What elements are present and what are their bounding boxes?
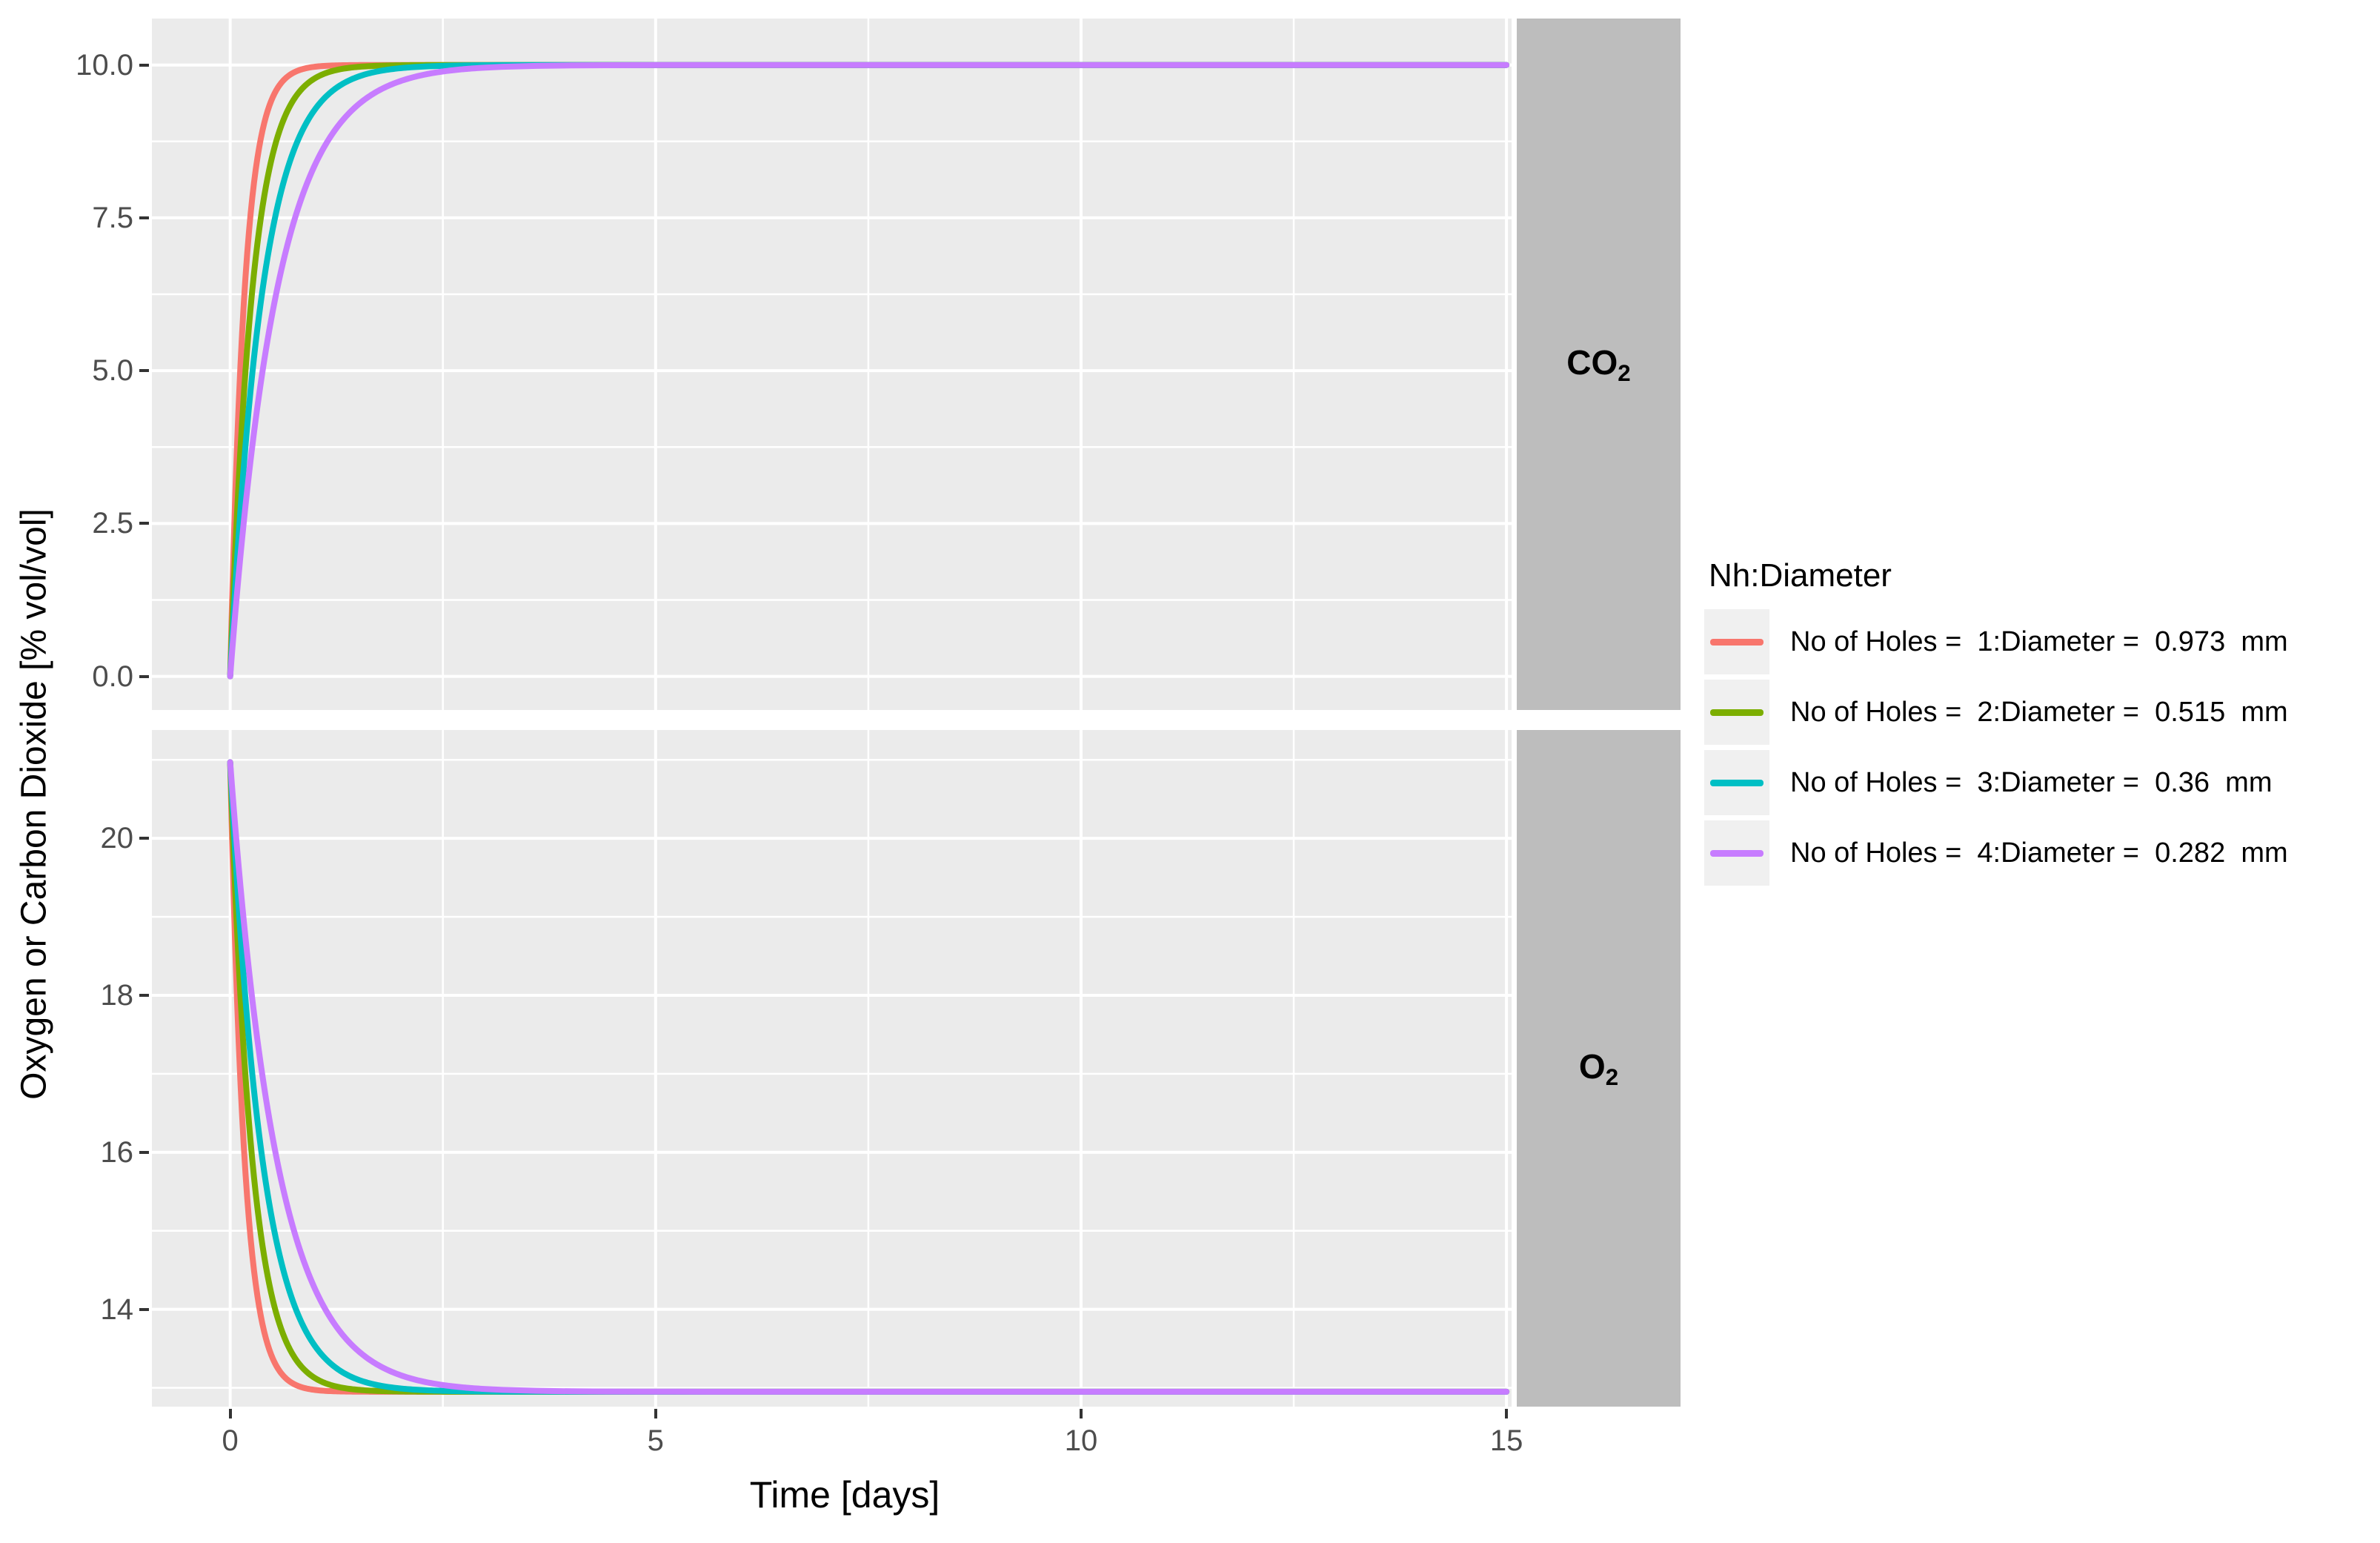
x-tick-mark: [654, 1409, 657, 1418]
legend-key: [1704, 680, 1769, 745]
x-tick-mark: [1505, 1409, 1509, 1418]
series-line: [227, 62, 1510, 680]
facet-strip-o2: O2: [1517, 730, 1681, 1407]
legend-entry: No of Holes = 1:Diameter = 0.973 mm: [1704, 609, 2288, 674]
x-tick-label: 5: [647, 1424, 664, 1457]
legend-title: Nh:Diameter: [1709, 557, 1892, 594]
o2-plot-svg: [152, 730, 1512, 1407]
legend-entry-label: No of Holes = 2:Diameter = 0.515 mm: [1790, 696, 2288, 728]
x-tick-mark: [228, 1409, 232, 1418]
y-tick-mark: [139, 674, 149, 678]
legend-key: [1704, 609, 1769, 674]
y-tick-mark: [139, 993, 149, 997]
legend-key: [1704, 820, 1769, 886]
co2-plot-svg: [152, 19, 1512, 710]
x-tick-label: 0: [222, 1424, 239, 1457]
y-tick-label: 2.5: [92, 507, 133, 540]
facet-strip-co2: CO2: [1517, 19, 1681, 710]
y-tick-label: 16: [100, 1135, 134, 1169]
y-tick-label: 0.0: [92, 660, 133, 693]
x-tick-label: 15: [1489, 1424, 1523, 1457]
y-tick-mark: [139, 522, 149, 525]
legend-entry: No of Holes = 2:Diameter = 0.515 mm: [1704, 680, 2288, 745]
x-tick-mark: [1079, 1409, 1083, 1418]
legend-entry: No of Holes = 4:Diameter = 0.282 mm: [1704, 820, 2288, 886]
legend-key: [1704, 750, 1769, 815]
legend-key-line-icon: [1710, 849, 1764, 857]
legend-entry-label: No of Holes = 1:Diameter = 0.973 mm: [1790, 626, 2288, 657]
facet-strip-co2-label: CO2: [1566, 342, 1631, 386]
y-tick-mark: [139, 837, 149, 840]
y-tick-label: 7.5: [92, 201, 133, 234]
y-tick-mark: [139, 1150, 149, 1154]
panel-co2: [152, 19, 1512, 710]
y-tick-mark: [139, 216, 149, 219]
y-tick-label: 5.0: [92, 354, 133, 388]
legend-key-line-icon: [1710, 709, 1764, 716]
x-tick-label: 10: [1064, 1424, 1098, 1457]
y-tick-mark: [139, 1307, 149, 1311]
legend-key-line-icon: [1710, 779, 1764, 786]
legend-entry: No of Holes = 3:Diameter = 0.36 mm: [1704, 750, 2288, 815]
legend-entry-label: No of Holes = 4:Diameter = 0.282 mm: [1790, 837, 2288, 869]
y-tick-mark: [139, 369, 149, 373]
facet-strip-o2-label: O2: [1578, 1046, 1619, 1090]
series-line: [227, 759, 1510, 1395]
legend-entry-label: No of Holes = 3:Diameter = 0.36 mm: [1790, 766, 2273, 798]
y-tick-label: 10.0: [76, 48, 133, 82]
legend: Nh:Diameter No of Holes = 1:Diameter = 0…: [1704, 557, 2288, 891]
y-tick-label: 20: [100, 822, 134, 855]
y-tick-label: 14: [100, 1293, 134, 1326]
panel-o2: [152, 730, 1512, 1407]
y-tick-label: 18: [100, 978, 134, 1012]
y-tick-mark: [139, 63, 149, 67]
legend-key-line-icon: [1710, 638, 1764, 646]
x-axis-title: Time [days]: [749, 1474, 940, 1516]
legend-entries: No of Holes = 1:Diameter = 0.973 mm No of…: [1704, 609, 2288, 886]
